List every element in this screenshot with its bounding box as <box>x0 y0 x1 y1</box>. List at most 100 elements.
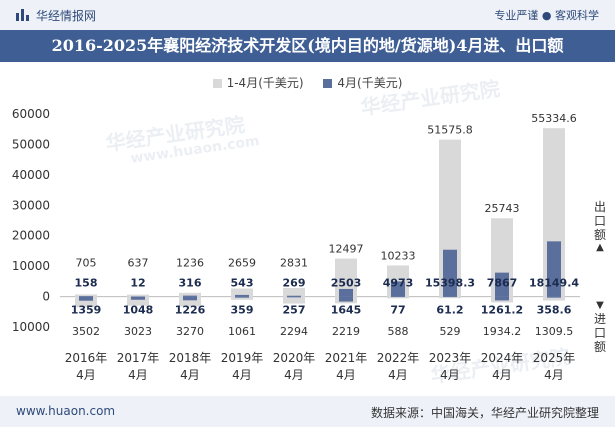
bar-export-monthly <box>339 288 353 297</box>
x-tick-label: 2022年 <box>377 351 420 365</box>
import-month-label: 1359 <box>71 304 102 317</box>
import-total-label: 529 <box>440 325 461 338</box>
import-total-label: 1934.2 <box>483 325 522 338</box>
bar-export-cumulative <box>75 294 97 297</box>
bar-import-monthly <box>235 296 249 298</box>
import-month-label: 61.2 <box>436 304 463 317</box>
import-total-label: 3502 <box>72 325 100 338</box>
bar-export-monthly <box>495 272 509 297</box>
legend-label-cumulative: 1-4月(千美元) <box>226 76 304 90</box>
arrow-up-icon: ▲ <box>596 242 604 253</box>
bar-import-cumulative <box>127 296 149 306</box>
import-month-label: 1645 <box>331 304 362 317</box>
import-month-label: 359 <box>231 304 254 317</box>
x-tick-label: 2023年 <box>429 351 472 365</box>
bar-export-cumulative <box>127 294 149 297</box>
export-total-label: 25743 <box>485 202 520 215</box>
export-month-label: 7867 <box>487 277 518 290</box>
export-total-label: 637 <box>128 257 149 270</box>
import-total-label: 3023 <box>124 325 152 338</box>
y-tick-label: 20000 <box>12 229 50 243</box>
y-tick-label: 60000 <box>12 107 50 121</box>
y-tick-label: 10000 <box>12 320 50 334</box>
import-month-label: 77 <box>390 304 405 317</box>
import-total-label: 3270 <box>176 325 204 338</box>
bar-export-cumulative <box>179 292 201 297</box>
bar-import-monthly <box>131 296 145 300</box>
bar-export-cumulative <box>283 287 305 297</box>
x-tick-label: 2024年 <box>481 351 524 365</box>
footer-url[interactable]: www.huaon.com <box>16 404 116 418</box>
bar-export-monthly <box>183 295 197 297</box>
bar-export-cumulative <box>231 288 253 297</box>
bar-export-monthly <box>235 294 249 297</box>
import-month-label: 257 <box>283 304 306 317</box>
export-month-label: 18149.4 <box>529 277 579 290</box>
import-axis-text: 进口额 <box>593 312 606 354</box>
x-tick-label: 4月 <box>388 368 408 382</box>
brand-name: 华经情报网 <box>36 9 97 23</box>
x-tick-label: 4月 <box>544 368 564 382</box>
bar-import-cumulative <box>75 296 97 308</box>
bar-export-monthly <box>443 249 457 297</box>
bar-import-cumulative <box>543 296 565 301</box>
export-month-label: 543 <box>231 277 254 290</box>
bar-export-monthly <box>79 296 93 297</box>
x-tick-label: 2020年 <box>273 351 316 365</box>
export-month-label: 12 <box>130 277 145 290</box>
bar-import-monthly <box>547 296 561 298</box>
bar-import-monthly <box>79 296 93 301</box>
export-month-label: 15398.3 <box>425 277 475 290</box>
x-tick-label: 4月 <box>336 368 356 382</box>
brand-logo-icon <box>16 9 29 21</box>
x-tick-label: 4月 <box>128 368 148 382</box>
y-tick-label: 0 <box>42 290 50 304</box>
export-month-label: 2503 <box>331 277 362 290</box>
export-total-label: 2831 <box>280 257 308 270</box>
x-tick-label: 4月 <box>440 368 460 382</box>
brand-slogan: 专业严谨 ● 客观科学 <box>494 9 599 22</box>
import-month-label: 358.6 <box>537 304 572 317</box>
x-tick-label: 2016年 <box>65 351 108 365</box>
bar-import-monthly <box>443 296 457 298</box>
footer-bar: www.huaon.com 数据来源：中国海关，华经产业研究院整理 <box>0 396 615 427</box>
chart-title: 2016-2025年襄阳经济技术开发区(境内目的地/货源地)4月进、出口额 <box>0 30 615 62</box>
import-month-label: 1226 <box>175 304 206 317</box>
import-month-label: 1048 <box>123 304 154 317</box>
x-tick-label: 2017年 <box>117 351 160 365</box>
data-source: 数据来源：中国海关，华经产业研究院整理 <box>370 406 599 420</box>
export-axis-text: 出口额 <box>593 200 606 242</box>
bar-export-monthly <box>287 295 301 297</box>
export-month-label: 269 <box>283 277 306 290</box>
bar-export-cumulative <box>335 258 357 297</box>
bar-import-cumulative <box>283 296 305 304</box>
import-month-label: 1261.2 <box>481 304 523 317</box>
bar-export-monthly <box>547 241 561 297</box>
bar-export-monthly <box>391 281 405 297</box>
import-axis-label: ▼ 进口额 <box>593 300 607 354</box>
import-total-label: 588 <box>388 325 409 338</box>
bar-import-monthly <box>339 296 353 302</box>
legend-swatch-monthly <box>323 79 333 88</box>
export-month-label: 158 <box>75 277 98 290</box>
legend-item-cumulative: 1-4月(千美元) <box>212 74 304 91</box>
bar-import-monthly <box>287 296 301 298</box>
y-tick-label: 40000 <box>12 168 50 182</box>
x-tick-label: 4月 <box>180 368 200 382</box>
import-total-label: 2219 <box>332 325 360 338</box>
x-tick-label: 4月 <box>284 368 304 382</box>
x-tick-label: 2021年 <box>325 351 368 365</box>
bar-import-monthly <box>183 296 197 301</box>
export-total-label: 51575.8 <box>427 124 473 137</box>
legend-item-monthly: 4月(千美元) <box>323 74 402 91</box>
import-total-label: 2294 <box>280 325 308 338</box>
export-axis-label: 出口额 ▲ <box>593 200 607 254</box>
legend-swatch-cumulative <box>212 79 222 88</box>
import-total-label: 1061 <box>228 325 256 338</box>
bar-import-monthly <box>495 296 509 301</box>
export-total-label: 55334.6 <box>531 112 577 125</box>
bar-import-cumulative <box>387 296 409 299</box>
top-bar: 华经情报网 专业严谨 ● 客观科学 <box>0 0 615 30</box>
x-tick-label: 4月 <box>76 368 96 382</box>
y-tick-label: 50000 <box>12 137 50 151</box>
